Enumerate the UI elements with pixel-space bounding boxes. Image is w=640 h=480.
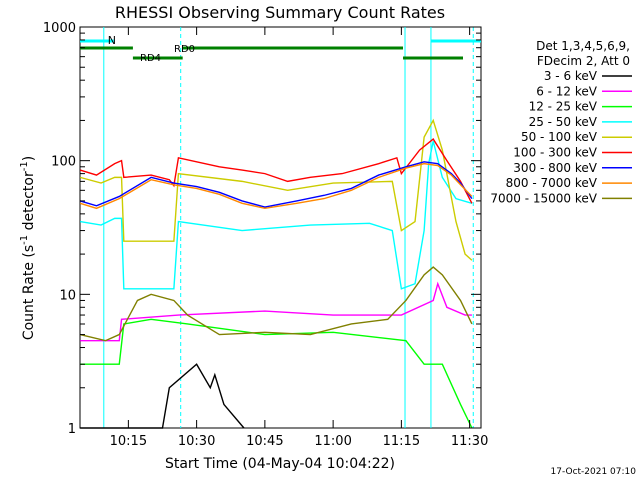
legend: Det 1,3,4,5,6,9, FDecim 2, Att 0 3 - 6 k… [490,39,632,205]
x-tick-label-5: 11:30 [451,434,488,449]
legend-label-3: 25 - 50 keV [529,115,598,129]
series-line-8 [79,266,473,342]
y-tick-label-3: 1000 [43,21,76,36]
rd4-label: RD4 [140,53,161,64]
chart-title: RHESSI Observing Summary Count Rates [115,3,445,22]
x-axis-label: Start Time (04-May-04 10:04:22) [165,456,395,472]
y-tick-label-2: 100 [51,155,76,170]
y-axis-label: Count Rate (s-1 detector-1) [19,156,37,340]
series-line-7 [79,162,473,210]
y-tick-label-1: 10 [59,288,76,303]
legend-label-1: 6 - 12 keV [536,84,598,98]
legend-label-7: 800 - 7000 keV [506,176,598,190]
legend-label-4: 50 - 100 keV [521,130,598,144]
series-line-4 [79,118,473,261]
rd0-label: RD0 [174,44,195,55]
series-line-3 [80,140,473,290]
legend-label-6: 300 - 800 keV [513,161,597,175]
series-line-1 [80,281,472,342]
x-tick-label-3: 11:00 [314,434,351,449]
plot-area: N RD0 RD4 [79,27,481,429]
series-line-0 [80,363,245,429]
x-tick-label-4: 11:15 [383,434,420,449]
x-tick-label-1: 10:30 [178,434,215,449]
series-line-5 [79,138,473,204]
plot-frame [79,26,482,429]
x-tick-label-0: 10:15 [110,434,147,449]
n-label: N [108,34,116,47]
x-tick-label-2: 10:45 [246,434,283,449]
axes: 10:15 10:30 10:45 11:00 11:15 11:30 1 10 100 1000 [43,21,488,449]
legend-header-line-2: FDecim 2, Att 0 [537,54,630,68]
legend-label-2: 12 - 25 keV [529,100,598,114]
legend-label-8: 7000 - 15000 keV [490,191,597,205]
legend-header-line-1: Det 1,3,4,5,6,9, [536,39,630,53]
legend-label-0: 3 - 6 keV [544,69,598,83]
series-line-6 [79,161,473,208]
series-line-2 [80,318,473,429]
y-tick-label-0: 1 [68,422,76,437]
legend-label-5: 100 - 300 keV [513,146,597,160]
footer-timestamp: 17-Oct-2021 07:10 [551,467,637,477]
